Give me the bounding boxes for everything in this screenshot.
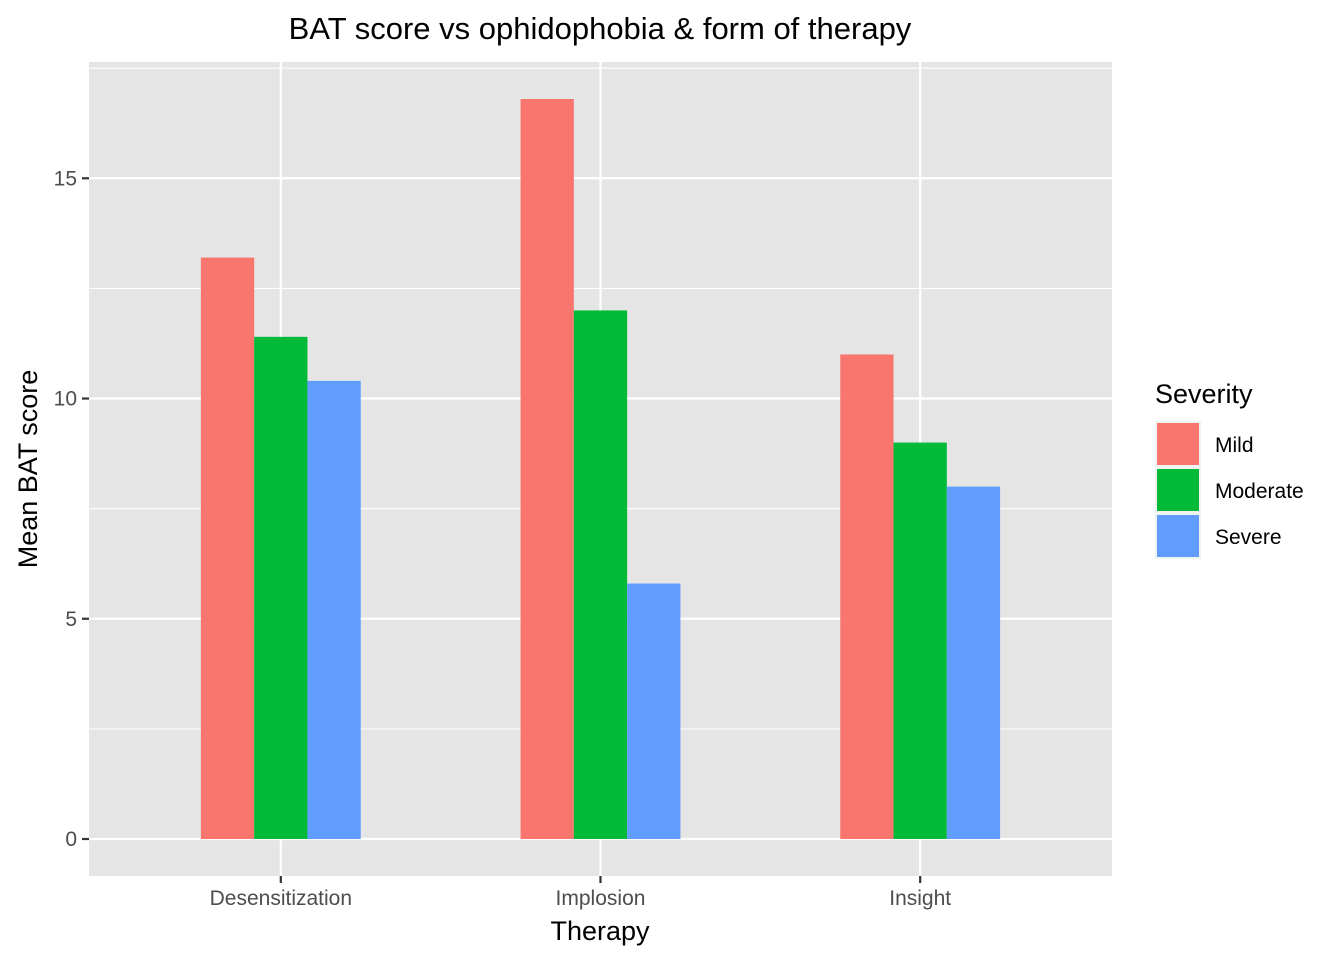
legend-label-moderate: Moderate — [1215, 480, 1304, 503]
y-axis: 0 5 10 15 — [54, 167, 89, 851]
bar-severe-implosion — [627, 584, 680, 839]
bar-severe-desensitization — [307, 381, 360, 839]
legend-title: Severity — [1155, 379, 1253, 409]
legend-key-severe — [1157, 515, 1199, 557]
y-tick-label: 15 — [54, 167, 77, 190]
y-axis-title: Mean BAT score — [13, 370, 43, 569]
legend-label-mild: Mild — [1215, 434, 1254, 457]
chart-title: BAT score vs ophidophobia & form of ther… — [289, 11, 912, 46]
bar-severe-insight — [947, 487, 1000, 839]
legend-key-moderate — [1157, 469, 1199, 511]
legend-key-mild — [1157, 423, 1199, 465]
y-tick-label: 10 — [54, 388, 77, 411]
y-tick-label: 0 — [65, 828, 77, 851]
x-tick-label: Desensitization — [210, 887, 352, 910]
x-axis: Desensitization Implosion Insight — [210, 876, 952, 910]
bar-moderate-desensitization — [254, 337, 307, 839]
bar-moderate-implosion — [574, 310, 627, 839]
legend: Severity Mild Moderate Severe — [1155, 379, 1304, 559]
bar-mild-desensitization — [201, 258, 254, 839]
bar-mild-implosion — [521, 99, 574, 839]
x-tick-label: Insight — [889, 887, 951, 910]
bar-mild-insight — [840, 354, 893, 839]
bar-moderate-insight — [894, 443, 947, 839]
legend-label-severe: Severe — [1215, 526, 1282, 549]
x-tick-label: Implosion — [556, 887, 646, 910]
y-tick-label: 5 — [65, 608, 77, 631]
x-axis-title: Therapy — [550, 916, 650, 946]
